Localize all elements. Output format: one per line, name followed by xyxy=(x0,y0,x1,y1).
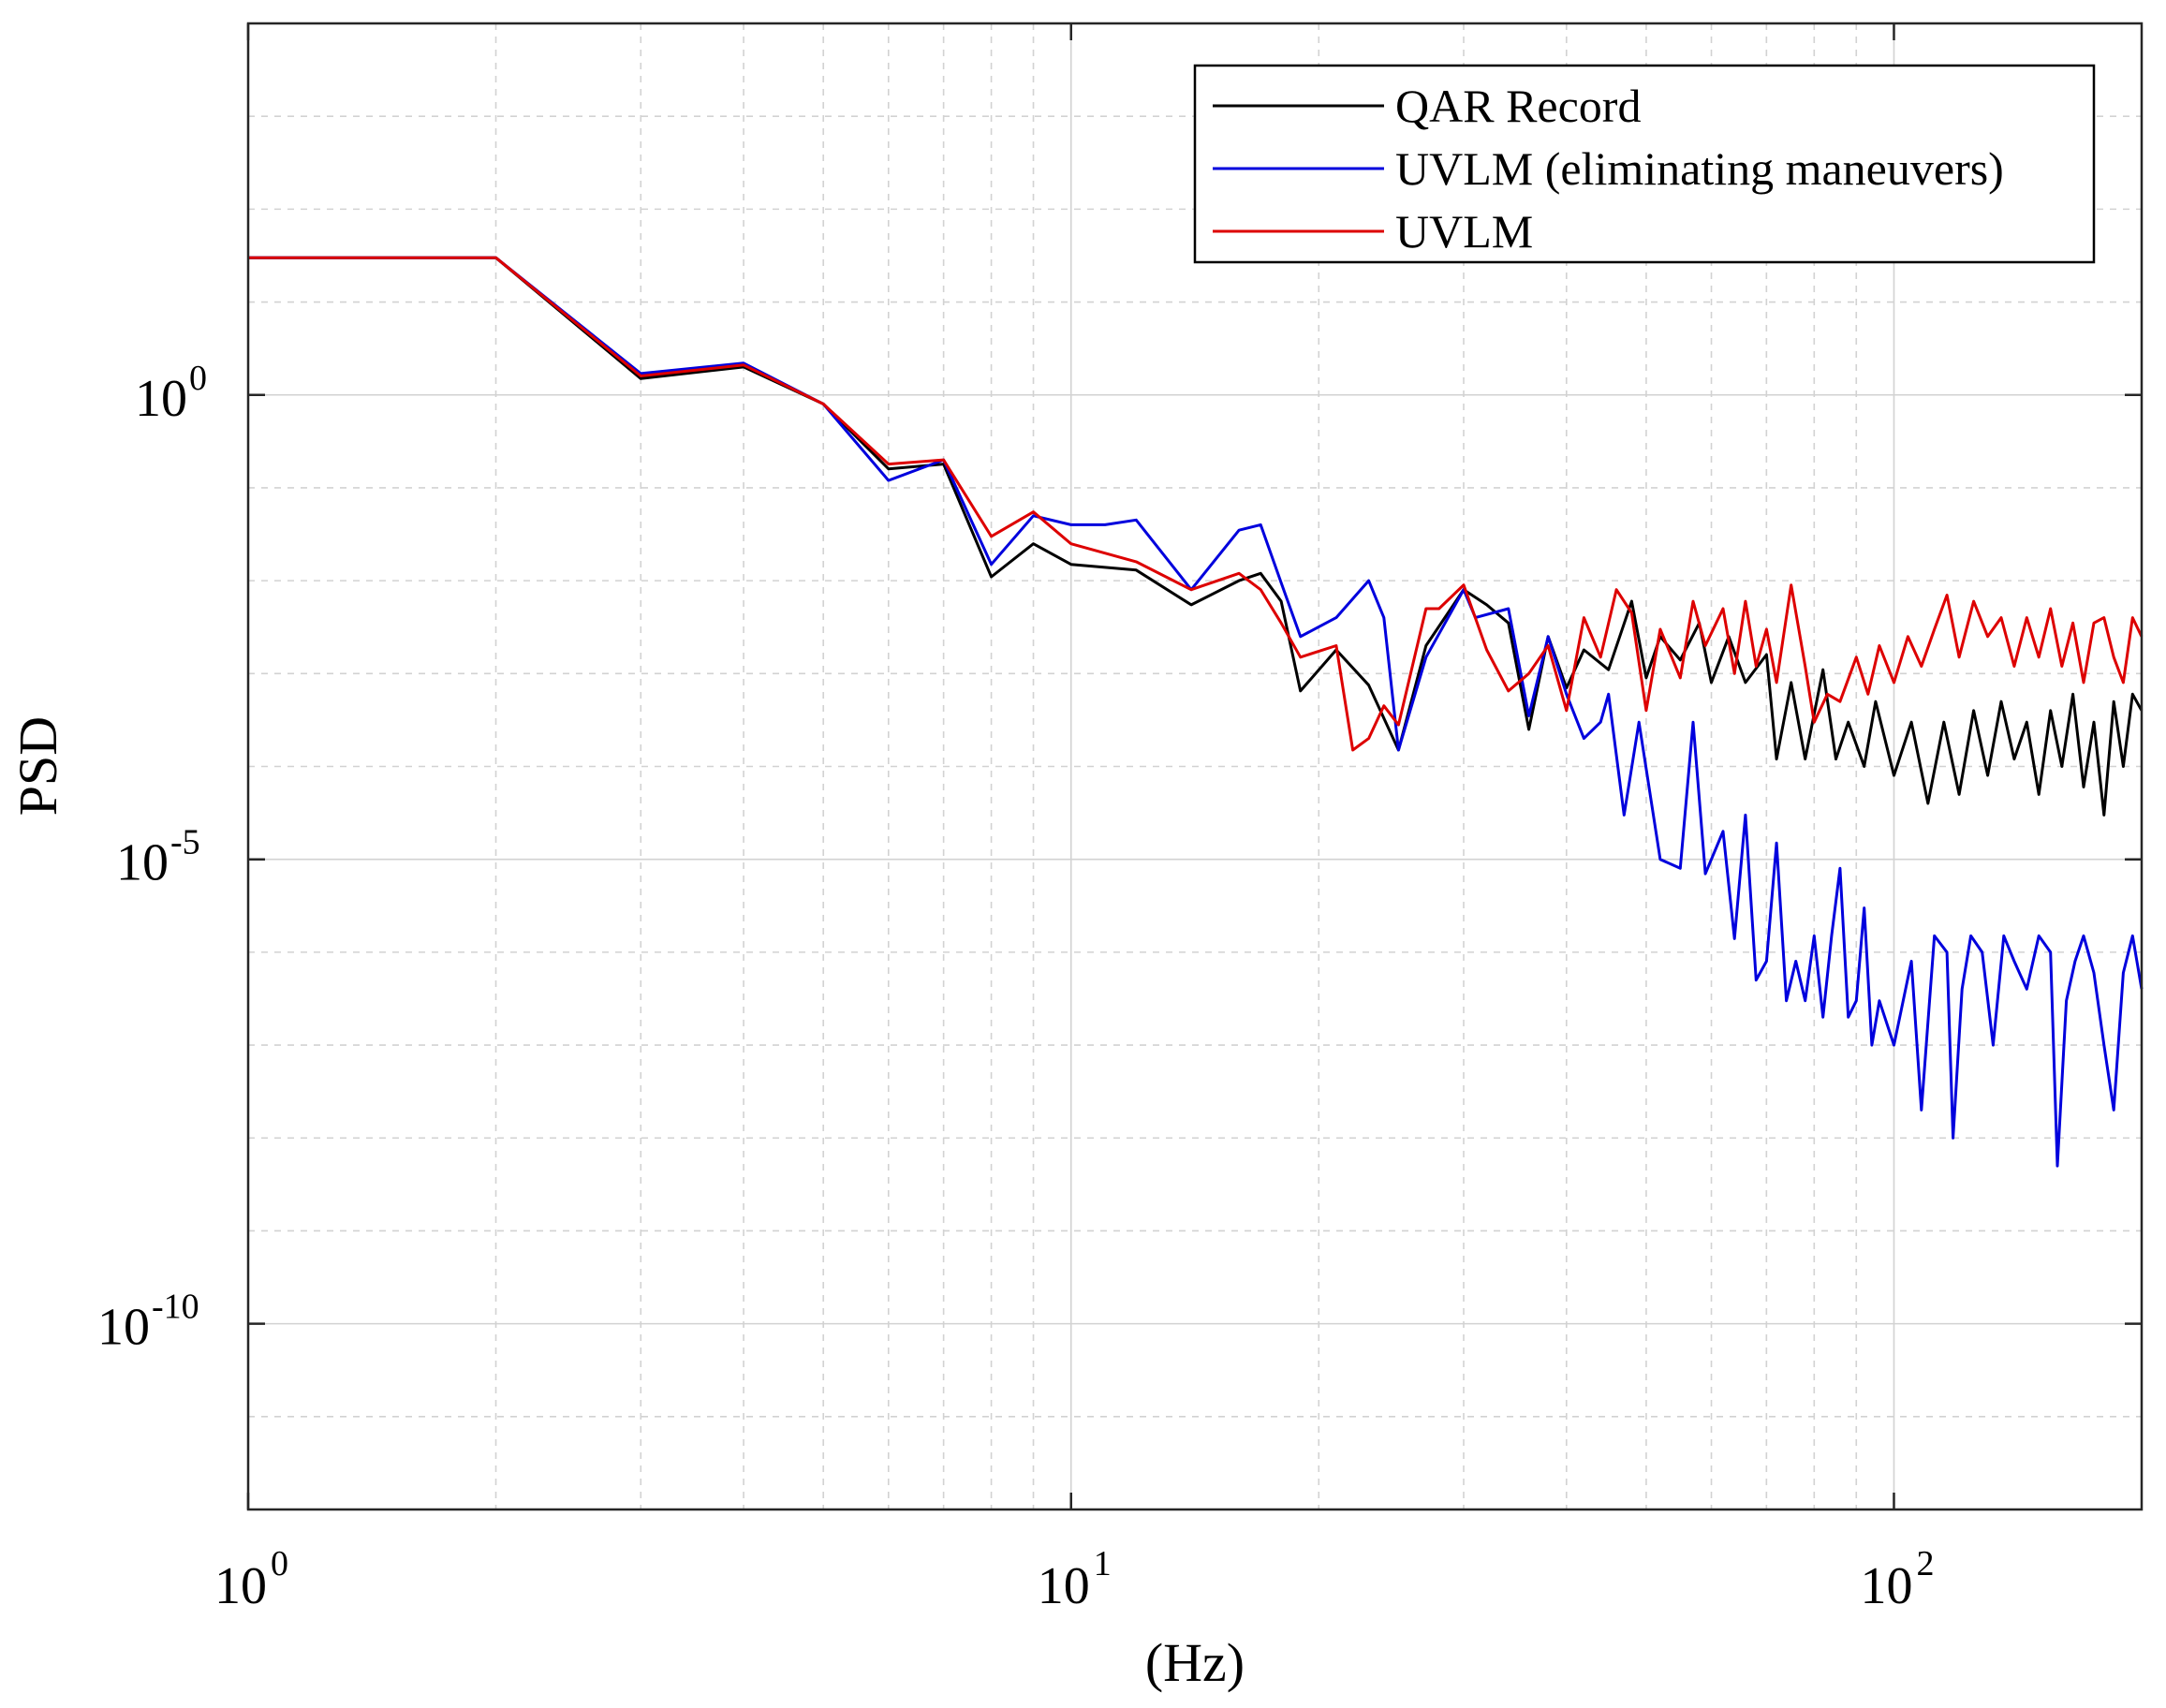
y-tick-base: 10 xyxy=(116,834,169,892)
x-tick-exponent: 1 xyxy=(1094,1544,1112,1583)
series-line-uvlm xyxy=(248,256,2144,752)
x-tick-label: 10 2 xyxy=(1860,1544,1934,1615)
x-tick-base: 10 xyxy=(1038,1557,1090,1615)
y-tick-label: 10 -5 xyxy=(116,823,200,892)
plot-area-border xyxy=(246,22,2144,1511)
x-axis-label: (Hz) xyxy=(1145,1632,1245,1693)
x-tick-base: 10 xyxy=(1860,1557,1912,1615)
y-tick-exponent: 0 xyxy=(189,359,207,398)
x-tick-label: 10 0 xyxy=(214,1544,288,1615)
x-tick-exponent: 2 xyxy=(1916,1544,1934,1583)
series-line-qar-record xyxy=(248,256,2144,817)
x-tick-exponent: 0 xyxy=(271,1544,288,1583)
x-tick-labels: 10 0 10 1 10 2 xyxy=(214,23,1934,1615)
legend-box xyxy=(1193,64,2096,264)
y-tick-base: 10 xyxy=(135,370,187,428)
y-tick-exponent: -10 xyxy=(152,1288,199,1327)
legend-label-uvlm: UVLM xyxy=(1395,205,1533,258)
series-line-uvlm-eliminating xyxy=(248,256,2144,1168)
y-tick-label: 10 0 xyxy=(135,359,207,428)
grid xyxy=(248,23,2142,1509)
x-tick-label: 10 1 xyxy=(1038,1544,1112,1615)
y-tick-base: 10 xyxy=(97,1299,150,1357)
legend: QAR Record UVLM (eliminating maneuvers) … xyxy=(1193,64,2096,264)
legend-label-uvlm-eliminating: UVLM (eliminating maneuvers) xyxy=(1395,142,2004,195)
y-tick-label: 10 -10 xyxy=(97,1288,199,1357)
y-axis-label: PSD xyxy=(7,716,68,816)
x-tick-base: 10 xyxy=(214,1557,267,1615)
y-tick-exponent: -5 xyxy=(170,823,200,862)
series-lines xyxy=(248,256,2144,1168)
legend-label-qar: QAR Record xyxy=(1395,80,1641,132)
